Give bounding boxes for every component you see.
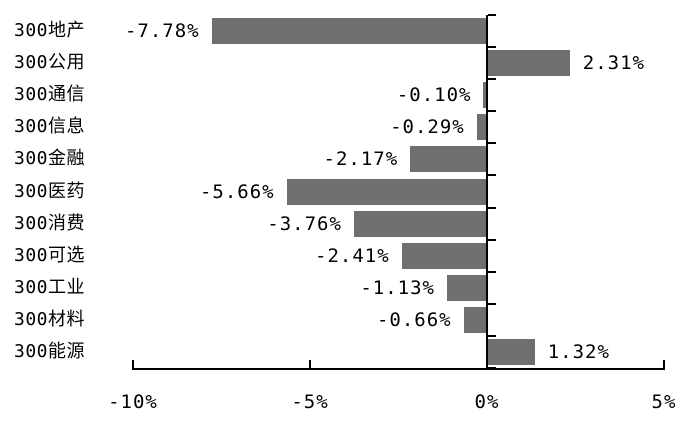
y-axis-line bbox=[486, 15, 488, 370]
category-label: 300消费 bbox=[14, 212, 86, 234]
value-label: -5.66% bbox=[199, 180, 275, 203]
x-axis-tick-label: 5% bbox=[651, 391, 677, 413]
y-axis-tick bbox=[488, 334, 496, 337]
value-label: -3.76% bbox=[267, 212, 342, 235]
y-axis-tick bbox=[488, 238, 496, 241]
x-axis-tick bbox=[663, 360, 665, 368]
value-label: -0.29% bbox=[390, 116, 465, 139]
value-label: -2.17% bbox=[323, 148, 399, 171]
bar bbox=[476, 114, 487, 141]
value-label: -1.13% bbox=[360, 276, 435, 299]
value-label: -0.66% bbox=[376, 308, 452, 331]
y-axis-tick bbox=[488, 142, 496, 145]
category-label: 300金融 bbox=[14, 148, 86, 170]
category-label: 300医药 bbox=[14, 180, 86, 202]
category-label: 300能源 bbox=[14, 340, 86, 362]
value-label: -2.41% bbox=[315, 244, 390, 267]
y-axis-tick bbox=[488, 46, 496, 49]
x-axis-tick-label: -10% bbox=[108, 391, 158, 413]
value-label: 2.31% bbox=[582, 52, 645, 75]
value-label: -0.10% bbox=[396, 84, 472, 107]
category-label: 300信息 bbox=[14, 116, 86, 138]
y-axis-tick bbox=[488, 78, 496, 81]
category-label: 300通信 bbox=[14, 84, 86, 106]
x-axis-tick bbox=[132, 360, 134, 368]
y-axis-tick bbox=[488, 14, 496, 16]
category-label: 300材料 bbox=[14, 308, 86, 330]
y-axis-tick bbox=[488, 270, 496, 273]
bar bbox=[488, 338, 535, 365]
x-axis-line bbox=[132, 368, 665, 370]
category-label: 300工业 bbox=[14, 276, 86, 298]
bar bbox=[211, 18, 487, 45]
y-axis-tick bbox=[488, 174, 496, 177]
x-axis-tick bbox=[309, 360, 311, 368]
value-label: -7.78% bbox=[124, 20, 200, 43]
y-axis-tick bbox=[488, 206, 496, 209]
bar bbox=[410, 146, 487, 173]
category-label: 300地产 bbox=[14, 20, 86, 42]
y-axis-tick bbox=[488, 110, 496, 113]
value-label: 1.32% bbox=[547, 340, 610, 363]
bar bbox=[463, 306, 487, 333]
x-axis-tick-label: 0% bbox=[474, 391, 500, 413]
bar bbox=[286, 178, 487, 205]
category-label: 300可选 bbox=[14, 244, 86, 266]
bar bbox=[353, 210, 487, 237]
bar bbox=[446, 274, 487, 301]
bar bbox=[488, 50, 570, 77]
x-axis-tick-label: -5% bbox=[291, 391, 329, 413]
y-axis-tick bbox=[488, 302, 496, 305]
x-axis-tick bbox=[486, 360, 488, 368]
bar bbox=[483, 82, 487, 109]
bar bbox=[401, 242, 487, 269]
category-label: 300公用 bbox=[14, 52, 86, 74]
